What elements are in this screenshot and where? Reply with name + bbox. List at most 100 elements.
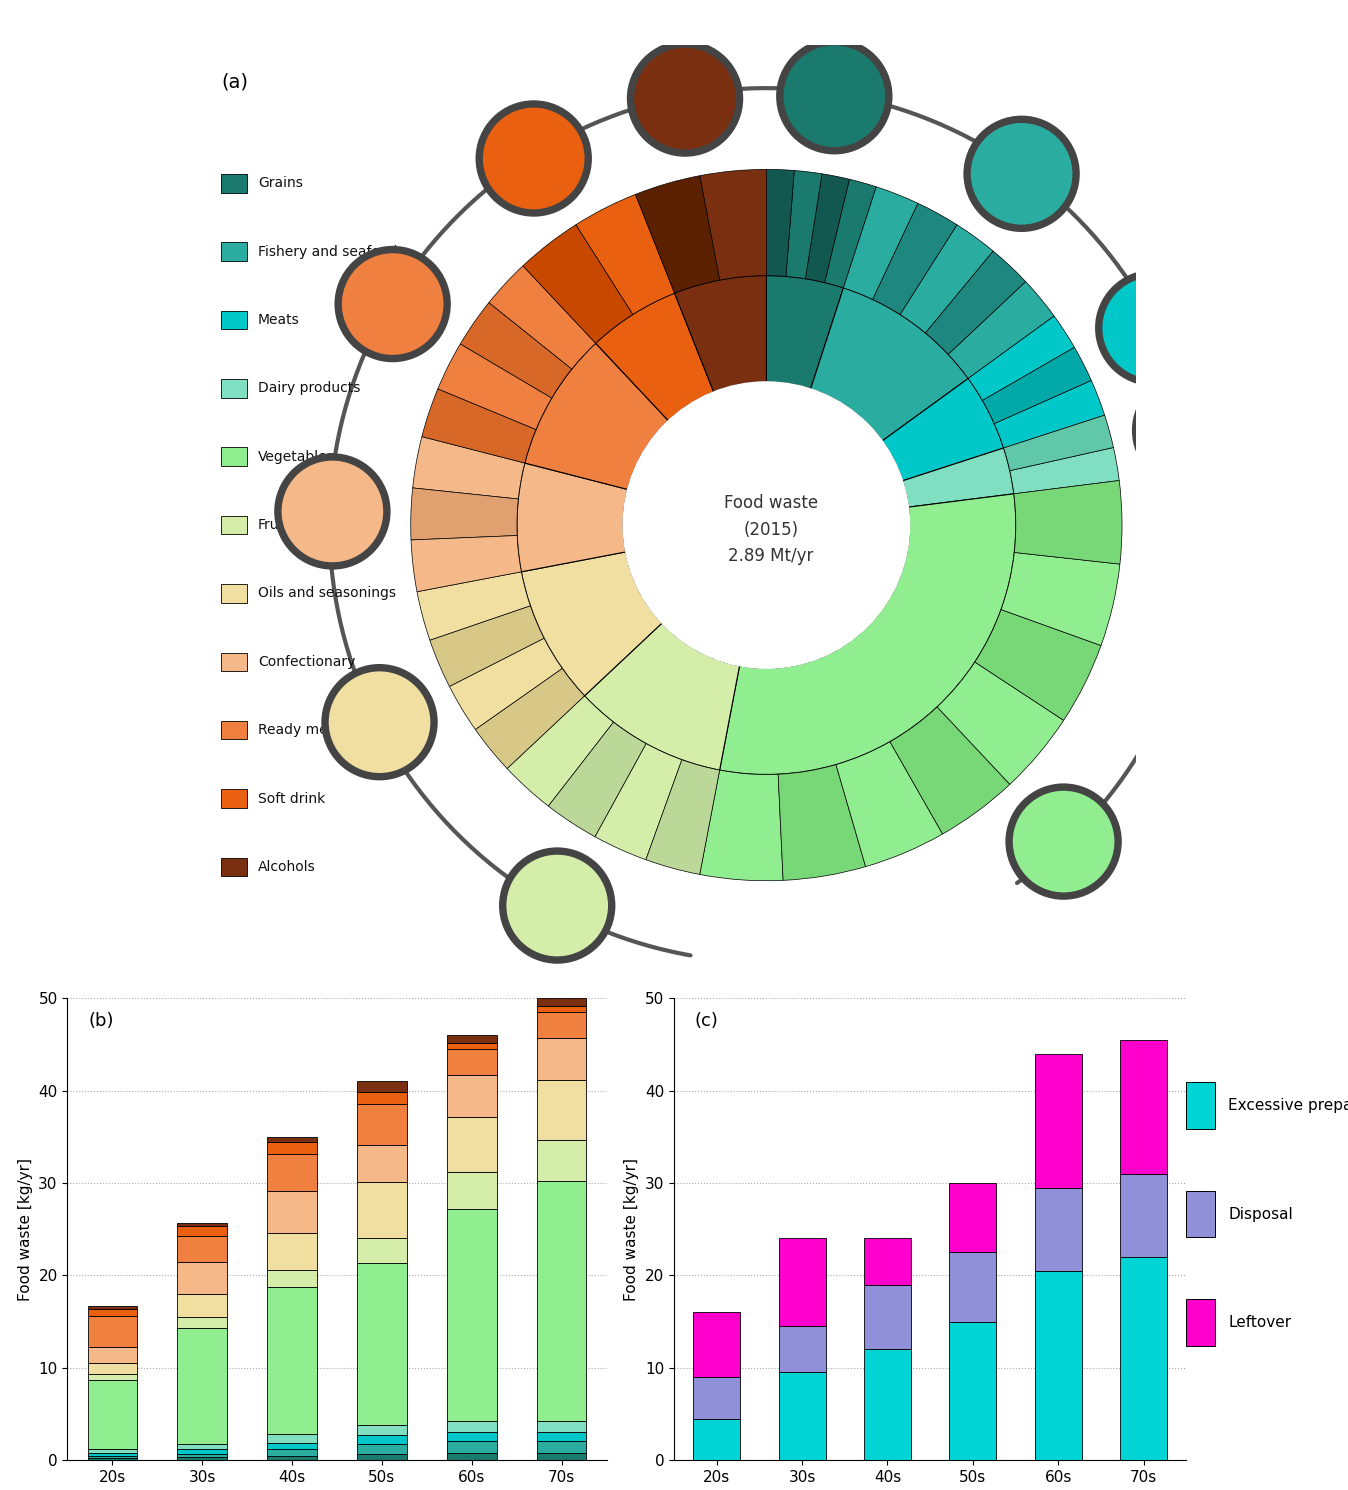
- Bar: [88, 1380, 137, 1450]
- Bar: [178, 1450, 226, 1454]
- Wedge shape: [700, 770, 783, 881]
- Wedge shape: [489, 265, 596, 370]
- FancyBboxPatch shape: [1186, 1082, 1216, 1129]
- Circle shape: [499, 848, 616, 964]
- Wedge shape: [937, 662, 1064, 784]
- Circle shape: [627, 40, 743, 156]
- Text: Fishery and seafoods: Fishery and seafoods: [257, 244, 404, 259]
- Bar: [537, 1432, 586, 1441]
- Bar: [693, 1313, 740, 1377]
- Bar: [537, 1012, 586, 1039]
- Text: Grains: Grains: [257, 176, 303, 191]
- Wedge shape: [700, 170, 767, 280]
- Wedge shape: [412, 437, 524, 499]
- Bar: [267, 1155, 317, 1192]
- Circle shape: [1095, 270, 1212, 386]
- FancyBboxPatch shape: [221, 243, 247, 261]
- Wedge shape: [549, 723, 646, 837]
- Bar: [178, 1262, 226, 1293]
- Wedge shape: [594, 744, 682, 860]
- Wedge shape: [438, 344, 551, 429]
- Wedge shape: [576, 194, 674, 314]
- Y-axis label: Food waste [kg/yr]: Food waste [kg/yr]: [624, 1158, 639, 1301]
- Wedge shape: [995, 380, 1104, 448]
- FancyBboxPatch shape: [221, 858, 247, 876]
- Wedge shape: [1014, 480, 1122, 565]
- FancyBboxPatch shape: [221, 516, 247, 535]
- Wedge shape: [422, 389, 537, 463]
- Circle shape: [964, 116, 1080, 232]
- FancyBboxPatch shape: [221, 311, 247, 329]
- Wedge shape: [507, 696, 613, 806]
- Circle shape: [1012, 791, 1115, 893]
- Bar: [779, 1238, 825, 1326]
- Bar: [88, 1308, 137, 1316]
- Circle shape: [507, 855, 608, 957]
- Bar: [693, 1418, 740, 1460]
- Bar: [864, 1284, 911, 1350]
- Wedge shape: [925, 250, 1026, 355]
- Bar: [357, 1264, 407, 1424]
- Bar: [1120, 1040, 1167, 1174]
- Bar: [693, 1377, 740, 1418]
- Wedge shape: [844, 186, 918, 299]
- Circle shape: [1103, 277, 1204, 378]
- Bar: [178, 1444, 226, 1450]
- Bar: [357, 1182, 407, 1238]
- FancyBboxPatch shape: [221, 653, 247, 670]
- Bar: [267, 1232, 317, 1269]
- Bar: [267, 1450, 317, 1456]
- Text: Alcohols: Alcohols: [257, 860, 315, 873]
- Bar: [537, 1421, 586, 1432]
- Text: Confectionary: Confectionary: [257, 654, 356, 669]
- Wedge shape: [524, 343, 669, 490]
- Bar: [357, 1444, 407, 1454]
- Wedge shape: [968, 316, 1074, 401]
- Bar: [357, 1424, 407, 1435]
- Bar: [178, 1457, 226, 1460]
- Wedge shape: [585, 623, 740, 770]
- Text: Fruits: Fruits: [257, 519, 295, 532]
- Wedge shape: [786, 170, 822, 279]
- Bar: [267, 1192, 317, 1232]
- Wedge shape: [983, 347, 1092, 423]
- Wedge shape: [411, 535, 522, 592]
- Wedge shape: [872, 203, 957, 314]
- Wedge shape: [522, 551, 662, 696]
- Bar: [537, 1006, 586, 1012]
- Circle shape: [623, 381, 910, 668]
- Wedge shape: [975, 609, 1101, 720]
- Text: Dairy products: Dairy products: [257, 381, 360, 395]
- Wedge shape: [903, 448, 1014, 507]
- Wedge shape: [1002, 553, 1120, 645]
- Bar: [448, 1441, 496, 1453]
- Bar: [267, 1435, 317, 1442]
- Bar: [1120, 1258, 1167, 1460]
- Bar: [357, 1104, 407, 1146]
- Wedge shape: [882, 378, 1004, 481]
- Bar: [88, 1316, 137, 1347]
- Wedge shape: [836, 742, 942, 867]
- Text: Ready meals: Ready meals: [257, 723, 346, 738]
- Wedge shape: [516, 463, 628, 572]
- Bar: [448, 1453, 496, 1460]
- Circle shape: [971, 124, 1073, 225]
- Bar: [779, 1326, 825, 1372]
- Bar: [537, 1080, 586, 1140]
- Bar: [1035, 1053, 1081, 1188]
- Bar: [448, 1049, 496, 1074]
- Bar: [448, 1116, 496, 1173]
- Bar: [448, 1173, 496, 1208]
- FancyBboxPatch shape: [221, 584, 247, 602]
- Bar: [949, 1183, 996, 1252]
- Bar: [88, 1374, 137, 1380]
- Text: (a): (a): [221, 73, 248, 91]
- Wedge shape: [890, 706, 1010, 834]
- Circle shape: [1132, 372, 1248, 489]
- Circle shape: [329, 672, 430, 773]
- FancyBboxPatch shape: [1186, 1191, 1216, 1237]
- Bar: [864, 1350, 911, 1460]
- Bar: [448, 1074, 496, 1116]
- Bar: [267, 1456, 317, 1460]
- Bar: [267, 1269, 317, 1286]
